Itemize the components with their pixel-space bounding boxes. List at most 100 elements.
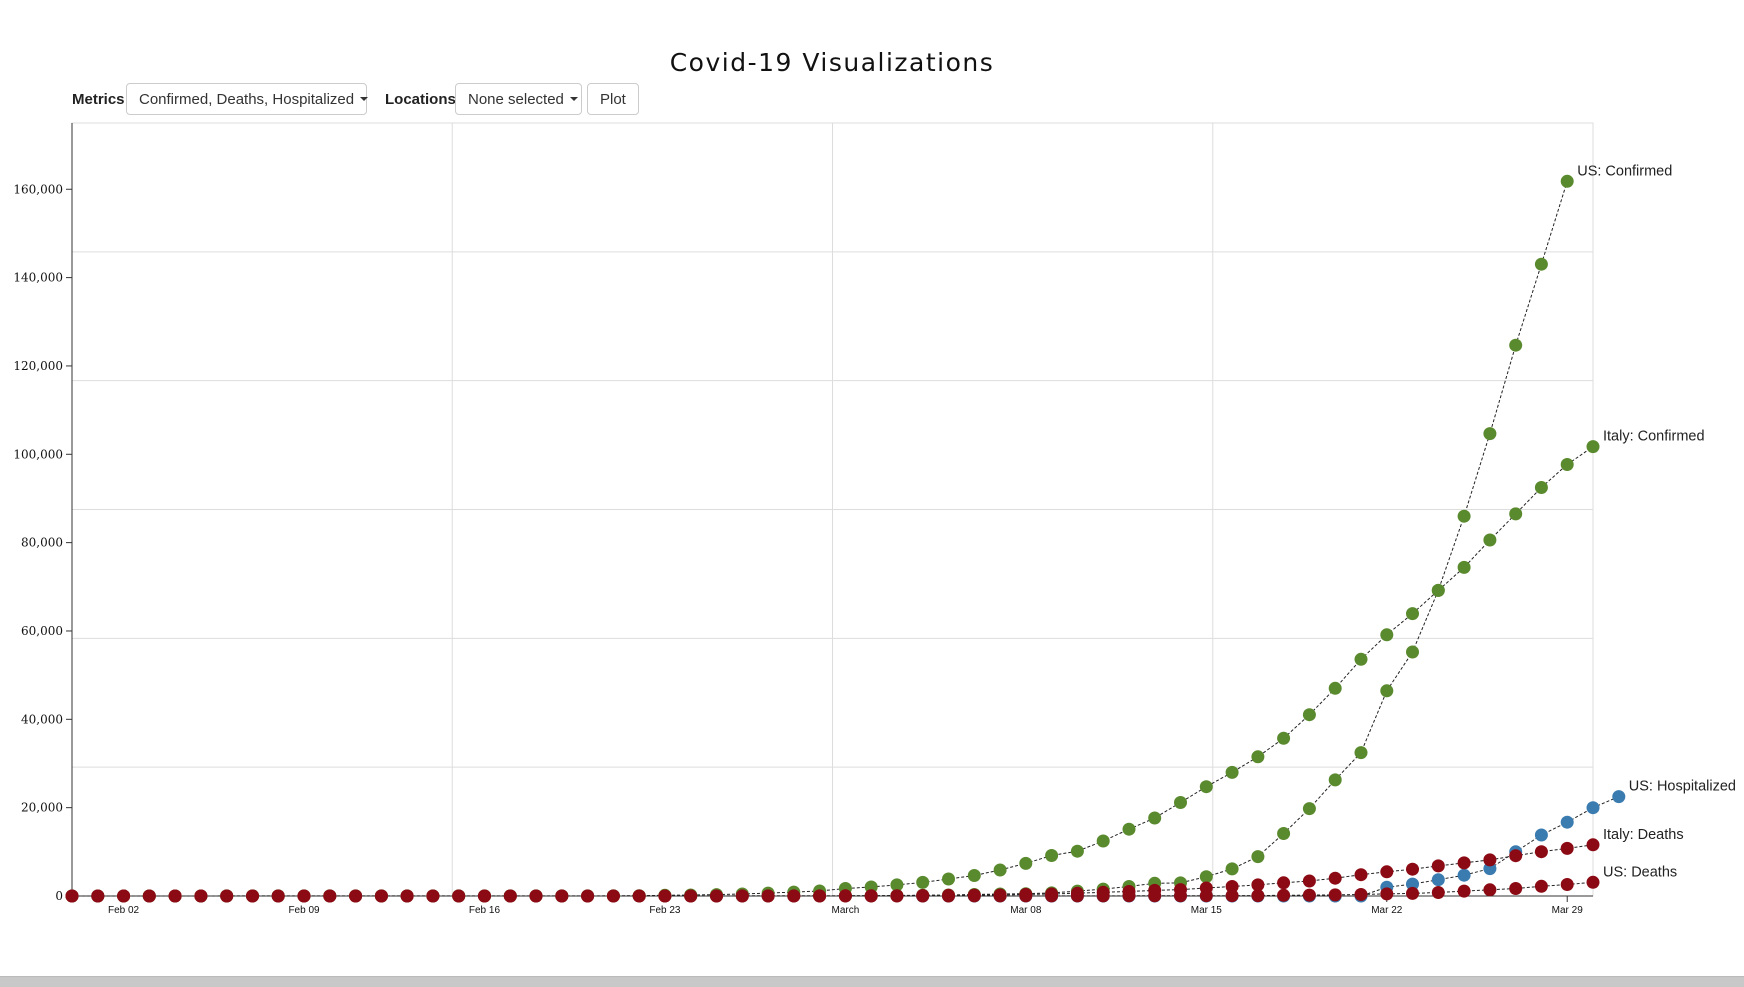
x-tick-label: Mar 08 [1010, 905, 1042, 916]
data-point [323, 889, 337, 903]
data-point [1483, 427, 1497, 441]
data-point [1560, 174, 1574, 188]
caret-down-icon [360, 97, 369, 101]
data-point [1328, 681, 1342, 695]
data-point [1302, 802, 1316, 816]
data-point [1354, 868, 1368, 882]
x-tick-label: Feb 09 [288, 905, 320, 916]
data-point [1328, 773, 1342, 787]
data-point [349, 889, 363, 903]
data-point [710, 889, 723, 903]
y-tick-label: 160,000 [13, 182, 63, 196]
y-tick-label: 100,000 [13, 447, 63, 461]
data-point [967, 889, 981, 903]
locations-dropdown[interactable]: None selected [455, 83, 582, 115]
y-tick-label: 40,000 [21, 712, 63, 726]
data-point [503, 889, 517, 903]
data-point [1509, 507, 1523, 521]
data-point [1380, 865, 1394, 879]
data-point [1457, 856, 1471, 870]
data-point [916, 889, 930, 903]
metrics-dropdown[interactable]: Confirmed, Deaths, Hospitalized [126, 83, 369, 115]
locations-label: Locations [385, 91, 456, 108]
caret-down-icon [569, 97, 578, 101]
data-point [1328, 888, 1342, 902]
plot-button[interactable]: Plot [587, 83, 639, 115]
data-point [813, 889, 827, 903]
data-point [1328, 871, 1342, 885]
data-point [1251, 850, 1265, 864]
data-point [735, 889, 749, 903]
data-point [1431, 886, 1445, 899]
data-point [1199, 889, 1213, 903]
x-tick-label: Mar 15 [1191, 905, 1223, 916]
series-label: Italy: Confirmed [1603, 429, 1705, 445]
data-point [838, 889, 852, 903]
data-point [1509, 882, 1523, 895]
data-point [890, 889, 904, 903]
data-point [1174, 889, 1187, 903]
series-label: US: Hospitalized [1629, 779, 1736, 795]
data-point [1534, 481, 1548, 494]
data-point [1199, 780, 1213, 794]
series-lines [72, 181, 1619, 897]
data-point [942, 872, 955, 886]
page-title: Covid-19 Visualizations [669, 48, 995, 77]
data-point [916, 875, 930, 889]
data-point [1354, 746, 1368, 760]
x-tick-label: Feb 23 [649, 905, 681, 916]
data-point [658, 889, 672, 903]
data-point [194, 889, 208, 903]
axes: 0 20,000 40,000 60,000 80,000 100,000 120,000 1… [13, 123, 1593, 916]
y-tick-label: 120,000 [13, 359, 63, 373]
series-labels: US: Confirmed Italy: Confirmed US: Hospita… [1577, 163, 1736, 880]
data-point [1483, 883, 1497, 897]
grid [71, 122, 1594, 897]
data-point [1122, 822, 1136, 836]
data-point [168, 889, 182, 903]
data-point [1457, 868, 1471, 882]
metrics-label: Metrics [72, 91, 125, 108]
data-point [1277, 888, 1291, 902]
data-point [1096, 889, 1110, 903]
data-point [1148, 811, 1162, 825]
data-point [1457, 884, 1471, 898]
data-point [246, 889, 259, 903]
data-point [220, 889, 234, 903]
data-point [1534, 845, 1548, 859]
data-point [1483, 533, 1497, 547]
data-point [1406, 886, 1419, 900]
data-point [864, 889, 878, 903]
data-point [1302, 708, 1316, 722]
data-point [65, 889, 79, 903]
data-point [1560, 815, 1574, 829]
data-point [1406, 645, 1419, 659]
series-label: US: Confirmed [1577, 163, 1672, 179]
data-point [1457, 509, 1471, 523]
y-tick-label: 60,000 [21, 624, 63, 638]
x-tick-label: March [831, 905, 859, 916]
data-point [1483, 853, 1497, 867]
data-point [1225, 862, 1239, 876]
data-point [581, 889, 595, 903]
horizontal-scrollbar[interactable] [0, 976, 1744, 987]
data-point [1251, 750, 1265, 764]
x-tick-label: Feb 02 [108, 905, 140, 916]
data-point [890, 878, 904, 892]
data-point [142, 889, 156, 903]
series-points [65, 174, 1626, 903]
y-tick-label: 140,000 [13, 271, 63, 285]
data-point [1406, 862, 1419, 876]
data-point [787, 889, 801, 903]
data-point [1045, 849, 1059, 862]
y-tick-label: 0 [55, 889, 63, 903]
data-point [1122, 889, 1136, 903]
series-line [72, 446, 1594, 897]
data-point [1380, 684, 1394, 698]
series-label: US: Deaths [1603, 864, 1677, 880]
y-tick-label: 20,000 [21, 801, 63, 815]
data-point [1457, 560, 1471, 574]
locations-dropdown-value: None selected [468, 90, 564, 108]
data-point [1277, 731, 1291, 745]
data-point [1406, 877, 1419, 891]
